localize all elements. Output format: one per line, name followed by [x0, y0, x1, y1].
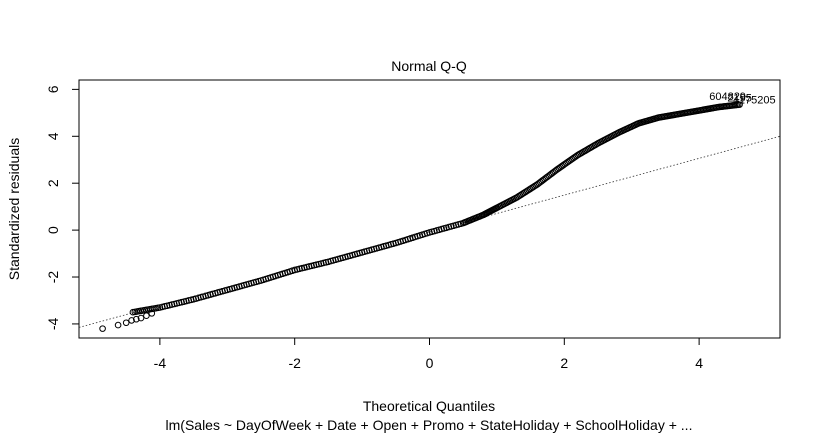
data-point — [122, 319, 130, 327]
chart-title: Normal Q-Q — [391, 58, 467, 74]
data-point — [132, 315, 140, 323]
model-formula-subtitle: lm(Sales ~ DayOfWeek + Date + Open + Pro… — [166, 417, 693, 433]
x-tick-label: -2 — [288, 355, 301, 371]
x-tick-label: 0 — [426, 355, 434, 371]
data-point — [736, 101, 743, 108]
data-point — [114, 321, 122, 329]
data-point — [137, 314, 145, 322]
x-tick-label: 2 — [560, 355, 568, 371]
y-tick-label: -4 — [45, 317, 61, 330]
y-tick-label: 0 — [45, 226, 61, 234]
y-tick-label: 2 — [45, 179, 61, 187]
x-tick-label: 4 — [695, 355, 703, 371]
y-tick-label: -2 — [45, 271, 61, 284]
outlier-label: 2195 — [727, 93, 751, 105]
data-point — [143, 312, 150, 320]
y-axis-title: Standardized residuals — [6, 138, 22, 280]
y-tick-label: 6 — [45, 85, 61, 93]
outlier-label: 604829 — [709, 91, 746, 103]
data-points — [99, 101, 743, 332]
y-tick-label: 4 — [45, 132, 61, 140]
y-axis: -4 -2 0 2 4 6 — [45, 85, 80, 330]
data-point — [148, 310, 156, 317]
outlier-label: 4175205 — [733, 94, 776, 106]
data-point — [128, 317, 135, 324]
x-axis-title: Theoretical Quantiles — [363, 398, 495, 414]
data-point — [99, 325, 106, 332]
x-tick-label: -4 — [154, 355, 167, 371]
x-axis: -4 -2 0 2 4 — [154, 337, 703, 371]
